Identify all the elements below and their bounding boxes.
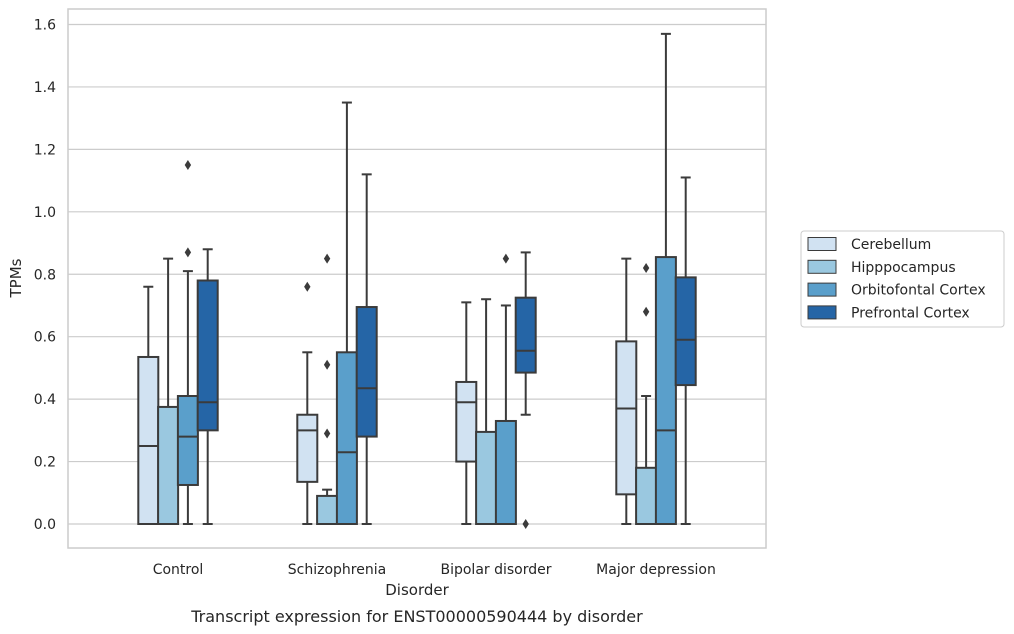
box-body	[674, 276, 697, 387]
y-tick-label: 0.6	[34, 330, 56, 346]
legend-swatch	[807, 259, 837, 274]
x-axis-title: Disorder	[385, 581, 449, 599]
plot-frame	[67, 8, 767, 549]
box-body	[494, 419, 517, 525]
box	[316, 253, 339, 526]
chart-caption: Transcript expression for ENST0000059044…	[190, 607, 643, 626]
legend-label: Prefrontal Cortex	[851, 305, 970, 321]
y-tick-label: 1.6	[34, 18, 56, 34]
outlier-point	[323, 359, 331, 370]
box	[654, 32, 677, 525]
legend-swatch	[807, 305, 837, 320]
box-body	[475, 430, 498, 526]
legend: Cerebellum Hipppocampus Orbitofontal Corte…	[800, 230, 1005, 328]
box	[355, 173, 378, 525]
box-body	[296, 413, 319, 483]
box-body	[654, 256, 677, 525]
box	[455, 301, 478, 525]
y-tick-label: 1.4	[34, 80, 56, 96]
box-body	[514, 296, 537, 374]
box	[514, 251, 537, 529]
y-tick-label: 0.2	[34, 455, 56, 471]
box-body	[176, 395, 199, 486]
outlier-point	[323, 428, 331, 439]
box	[137, 285, 160, 525]
outlier-point	[184, 247, 192, 258]
y-axis-title: TPMs	[7, 258, 25, 298]
outlier-point	[323, 253, 331, 264]
box	[196, 248, 219, 525]
box	[176, 159, 199, 525]
y-tick-label: 0.0	[34, 517, 56, 533]
series-hipppocampus	[157, 253, 658, 526]
outlier-point	[502, 253, 510, 264]
series-cerebellum	[137, 257, 638, 525]
legend-frame	[800, 230, 1005, 328]
series-prefrontal-cortex	[196, 173, 697, 529]
box-body	[355, 306, 378, 438]
legend-swatch	[807, 237, 837, 251]
box	[494, 253, 517, 525]
box-body	[615, 340, 638, 496]
x-tick-labels: Control Schizophrenia Bipolar disorder Majo…	[153, 562, 716, 578]
y-tick-labels: 0.0 0.2 0.4 0.6 0.8 1.0 1.2 1.4 1.6	[34, 18, 56, 534]
legend-label: Cerebellum	[851, 237, 931, 253]
box	[615, 257, 638, 525]
box-body	[635, 466, 658, 525]
outlier-point	[642, 263, 650, 274]
box	[296, 281, 319, 525]
box-body	[316, 494, 339, 526]
x-tick-label: Bipolar disorder	[440, 562, 551, 578]
box	[674, 176, 697, 525]
box	[635, 263, 658, 525]
box	[335, 101, 358, 525]
outlier-point	[522, 519, 529, 529]
box	[157, 257, 180, 525]
x-tick-label: Schizophrenia	[288, 562, 386, 578]
y-tick-label: 1.0	[34, 205, 56, 221]
legend-label: Orbitofontal Cortex	[851, 283, 986, 299]
box-body	[455, 380, 478, 463]
y-tick-label: 0.8	[34, 267, 56, 283]
box-body	[335, 351, 358, 525]
box-body	[157, 405, 180, 525]
y-tick-label: 1.2	[34, 142, 56, 158]
y-tick-label: 0.4	[34, 392, 56, 408]
x-tick-label: Control	[153, 562, 204, 578]
box-series	[137, 32, 697, 529]
series-orbitofontal-cortex	[176, 32, 677, 525]
box-body	[137, 355, 160, 525]
x-tick-label: Major depression	[596, 562, 716, 578]
outlier-point	[642, 306, 650, 317]
legend-label: Hipppocampus	[851, 260, 956, 276]
box	[475, 298, 498, 526]
outlier-point	[184, 159, 192, 170]
box-body	[196, 279, 219, 432]
legend-swatch	[807, 282, 837, 297]
outlier-point	[304, 281, 311, 292]
